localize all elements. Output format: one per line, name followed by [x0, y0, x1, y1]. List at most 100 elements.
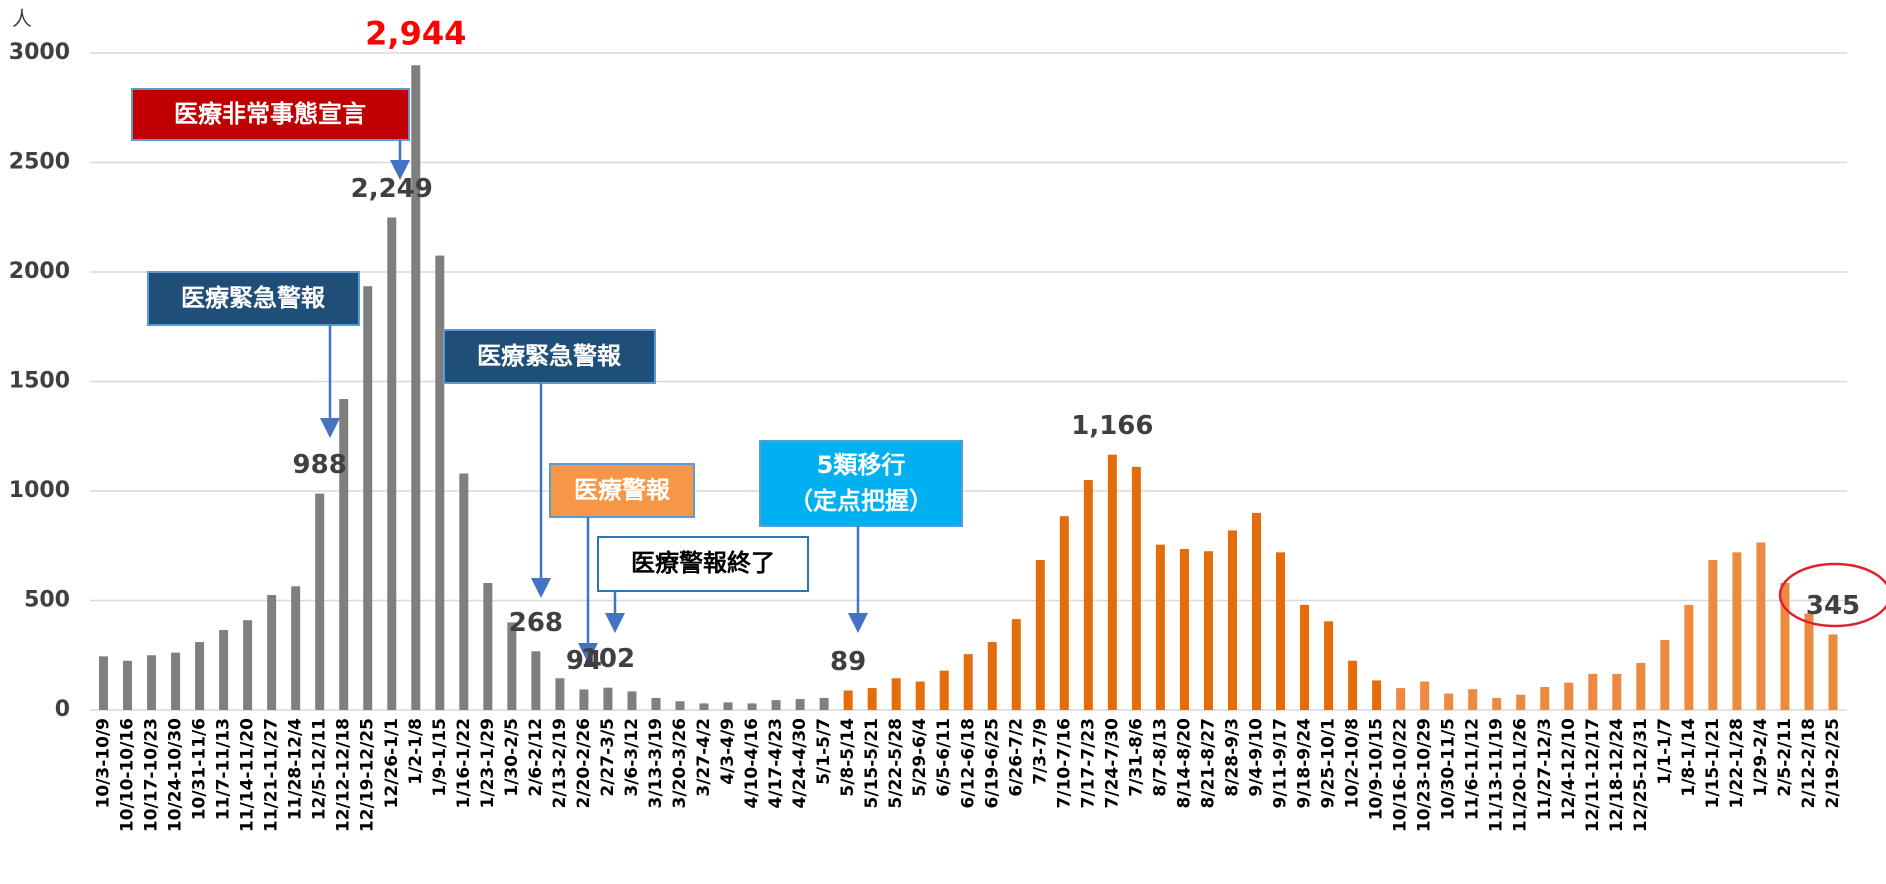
bar: [1059, 516, 1069, 710]
bar: [1828, 634, 1838, 710]
x-tick-label: 4/3-4/9: [718, 718, 738, 785]
bar: [243, 620, 253, 710]
bar: [1372, 680, 1382, 710]
bar: [1324, 621, 1334, 710]
data-label: 2,944: [365, 14, 466, 52]
bar: [1636, 662, 1646, 710]
x-tick-label: 7/31-8/6: [1126, 718, 1146, 797]
bar: [1252, 512, 1261, 710]
x-tick-label: 5/22-5/28: [886, 718, 906, 808]
x-tick-label: 9/25-10/1: [1319, 718, 1339, 808]
x-tick-label: 11/28-12/4: [286, 718, 306, 820]
bar: [123, 660, 133, 710]
data-label: 89: [830, 647, 866, 677]
x-tick-label: 6/5-6/11: [934, 718, 954, 797]
x-tick-label: 10/31-11/6: [190, 718, 210, 820]
bar: [315, 493, 325, 710]
bar: [1011, 619, 1021, 710]
x-tick-label: 9/4-9/10: [1247, 718, 1267, 797]
x-tick-label: 12/19-12/25: [358, 718, 378, 832]
x-tick-label: 1/8-1/14: [1679, 718, 1699, 797]
x-tick-label: 12/26-1/1: [382, 718, 402, 808]
x-tick-label: 1/23-1/29: [478, 718, 498, 808]
bar: [963, 654, 973, 710]
bar: [699, 703, 709, 710]
bar: [1035, 559, 1045, 710]
bar: [1612, 673, 1622, 710]
x-tick-label: 10/30-11/5: [1439, 718, 1459, 820]
x-tick-label: 1/2-1/8: [406, 718, 426, 785]
bar: [603, 687, 613, 710]
x-tick-label: 7/17-7/23: [1078, 718, 1098, 808]
annotation: 医療非常事態宣言: [174, 100, 366, 128]
bar: [747, 703, 757, 710]
x-tick-label: 11/14-11/20: [238, 718, 258, 832]
bar: [1780, 582, 1790, 710]
annotation: 医療緊急警報: [477, 342, 622, 370]
bar: [1684, 604, 1694, 710]
bar: [555, 678, 565, 710]
x-tick-label: 5/29-6/4: [910, 718, 930, 797]
bar: [1588, 673, 1598, 710]
annotation-box: [131, 88, 410, 141]
x-tick-label: 3/27-4/2: [694, 718, 714, 797]
y-tick-label: 2500: [9, 150, 70, 175]
x-tick-label: 8/28-9/3: [1222, 718, 1242, 797]
bar: [507, 622, 517, 710]
x-tick-label: 3/6-3/12: [622, 718, 642, 797]
x-tick-label: 10/17-10/23: [142, 718, 162, 832]
bar: [579, 689, 589, 710]
x-tick-label: 8/21-8/27: [1198, 718, 1218, 808]
x-tick-label: 10/10-10/16: [118, 718, 138, 832]
bar: [1660, 639, 1670, 710]
highlight-circle: [1778, 562, 1886, 628]
bar: [1708, 559, 1718, 710]
bar: [1107, 454, 1117, 710]
x-tick-label: 1/16-1/22: [454, 718, 474, 808]
bar: [1227, 530, 1237, 710]
x-tick-label: 1/9-1/15: [430, 718, 450, 797]
x-tick-label: 4/17-4/23: [766, 718, 786, 808]
bar: [339, 399, 349, 710]
data-label: 1,166: [1071, 411, 1153, 441]
bar: [651, 697, 661, 710]
x-tick-label: 10/16-10/22: [1391, 718, 1411, 832]
bar: [867, 688, 877, 710]
bar: [387, 217, 397, 710]
bar: [723, 702, 733, 710]
x-tick-label: 12/12-12/18: [334, 718, 354, 832]
x-tick-label: 1/22-1/28: [1727, 718, 1747, 808]
bar: [1083, 480, 1093, 710]
bar: [915, 681, 925, 710]
x-tick-label: 10/3-10/9: [94, 718, 114, 808]
bar: [1540, 687, 1550, 710]
x-tick-label: 11/7-11/13: [214, 718, 234, 820]
data-label: 988: [293, 450, 347, 480]
bar: [987, 642, 997, 710]
x-tick-label: 1/1-1/7: [1655, 718, 1675, 785]
y-tick-label: 3000: [9, 40, 70, 65]
x-tick-label: 2/19-2/25: [1823, 718, 1843, 808]
x-tick-label: 10/9-10/15: [1367, 718, 1387, 820]
bar: [99, 656, 108, 710]
x-tick-label: 2/5-2/11: [1775, 718, 1795, 797]
x-tick-label: 5/1-5/7: [814, 718, 834, 785]
x-tick-label: 6/26-7/2: [1006, 718, 1026, 797]
data-label: 268: [509, 608, 563, 638]
y-tick-label: 0: [55, 697, 70, 722]
x-tick-label: 6/19-6/25: [982, 718, 1002, 808]
x-tick-label: 11/13-11/19: [1487, 718, 1507, 832]
x-tick-label: 7/24-7/30: [1102, 718, 1122, 809]
data-label: 345: [1806, 591, 1860, 621]
annotation: 5類移行: [817, 451, 906, 479]
x-tick-label: 11/27-12/3: [1535, 718, 1555, 820]
x-tick-label: 7/3-7/9: [1030, 718, 1050, 785]
annotation-box: [147, 271, 360, 326]
y-tick-label: 1500: [9, 369, 70, 394]
x-tick-label: 2/27-3/5: [598, 718, 618, 797]
bar: [1420, 681, 1430, 710]
bar: [1131, 466, 1141, 710]
data-label: 102: [581, 644, 635, 674]
bar: [1516, 694, 1526, 710]
